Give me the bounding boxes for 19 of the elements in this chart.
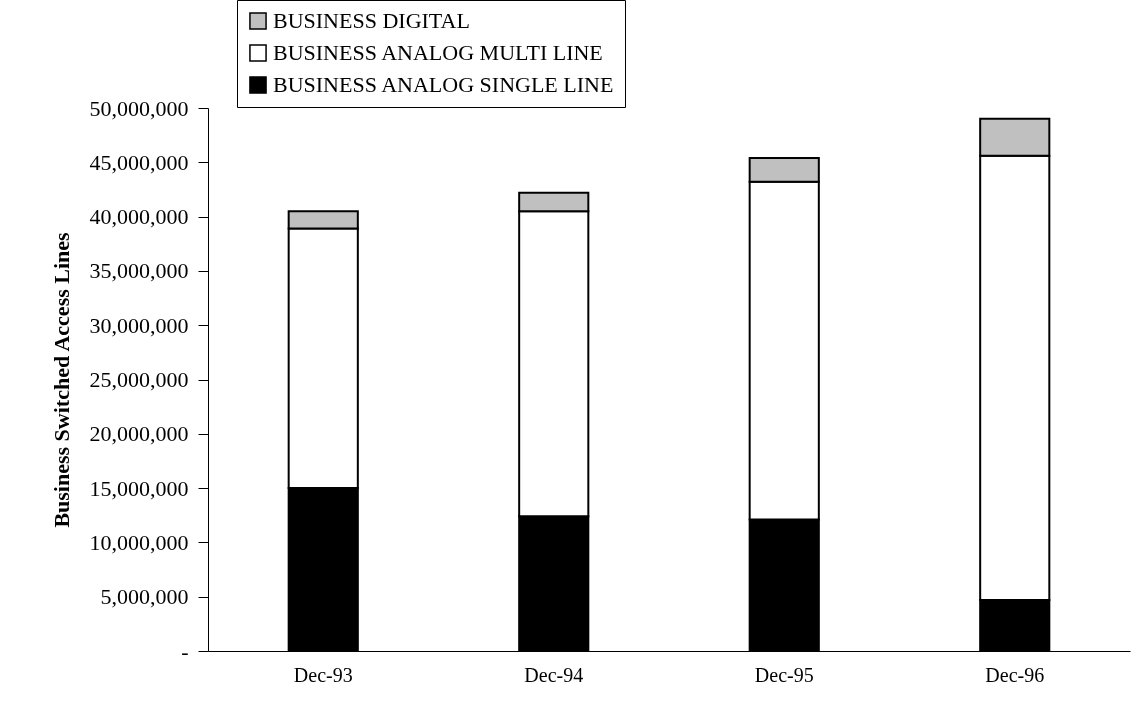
legend-label: BUSINESS ANALOG SINGLE LINE [273, 72, 614, 97]
y-tick-label: - [181, 638, 189, 664]
x-tick-label: Dec-95 [754, 663, 814, 686]
y-tick-label: 20,000,000 [89, 421, 189, 447]
y-tick-label: 10,000,000 [89, 529, 189, 555]
legend-label: BUSINESS DIGITAL [273, 8, 470, 33]
y-tick-label: 40,000,000 [89, 204, 189, 230]
y-tick-label: 5,000,000 [100, 584, 189, 610]
y-axis-title: Business Switched Access Lines [48, 231, 74, 528]
y-tick-label: 30,000,000 [89, 312, 189, 338]
legend-label: BUSINESS ANALOG MULTI LINE [273, 40, 603, 65]
y-tick-label: 45,000,000 [89, 149, 189, 175]
y-tick-label: 15,000,000 [89, 475, 189, 501]
y-tick-label: 50,000,000 [89, 95, 189, 121]
y-tick-label: 35,000,000 [89, 258, 189, 284]
y-tick-label: 25,000,000 [89, 367, 189, 392]
x-tick-label: Dec-96 [985, 663, 1045, 686]
x-tick-label: Dec-93 [293, 663, 353, 686]
x-tick-label: Dec-94 [524, 663, 584, 686]
